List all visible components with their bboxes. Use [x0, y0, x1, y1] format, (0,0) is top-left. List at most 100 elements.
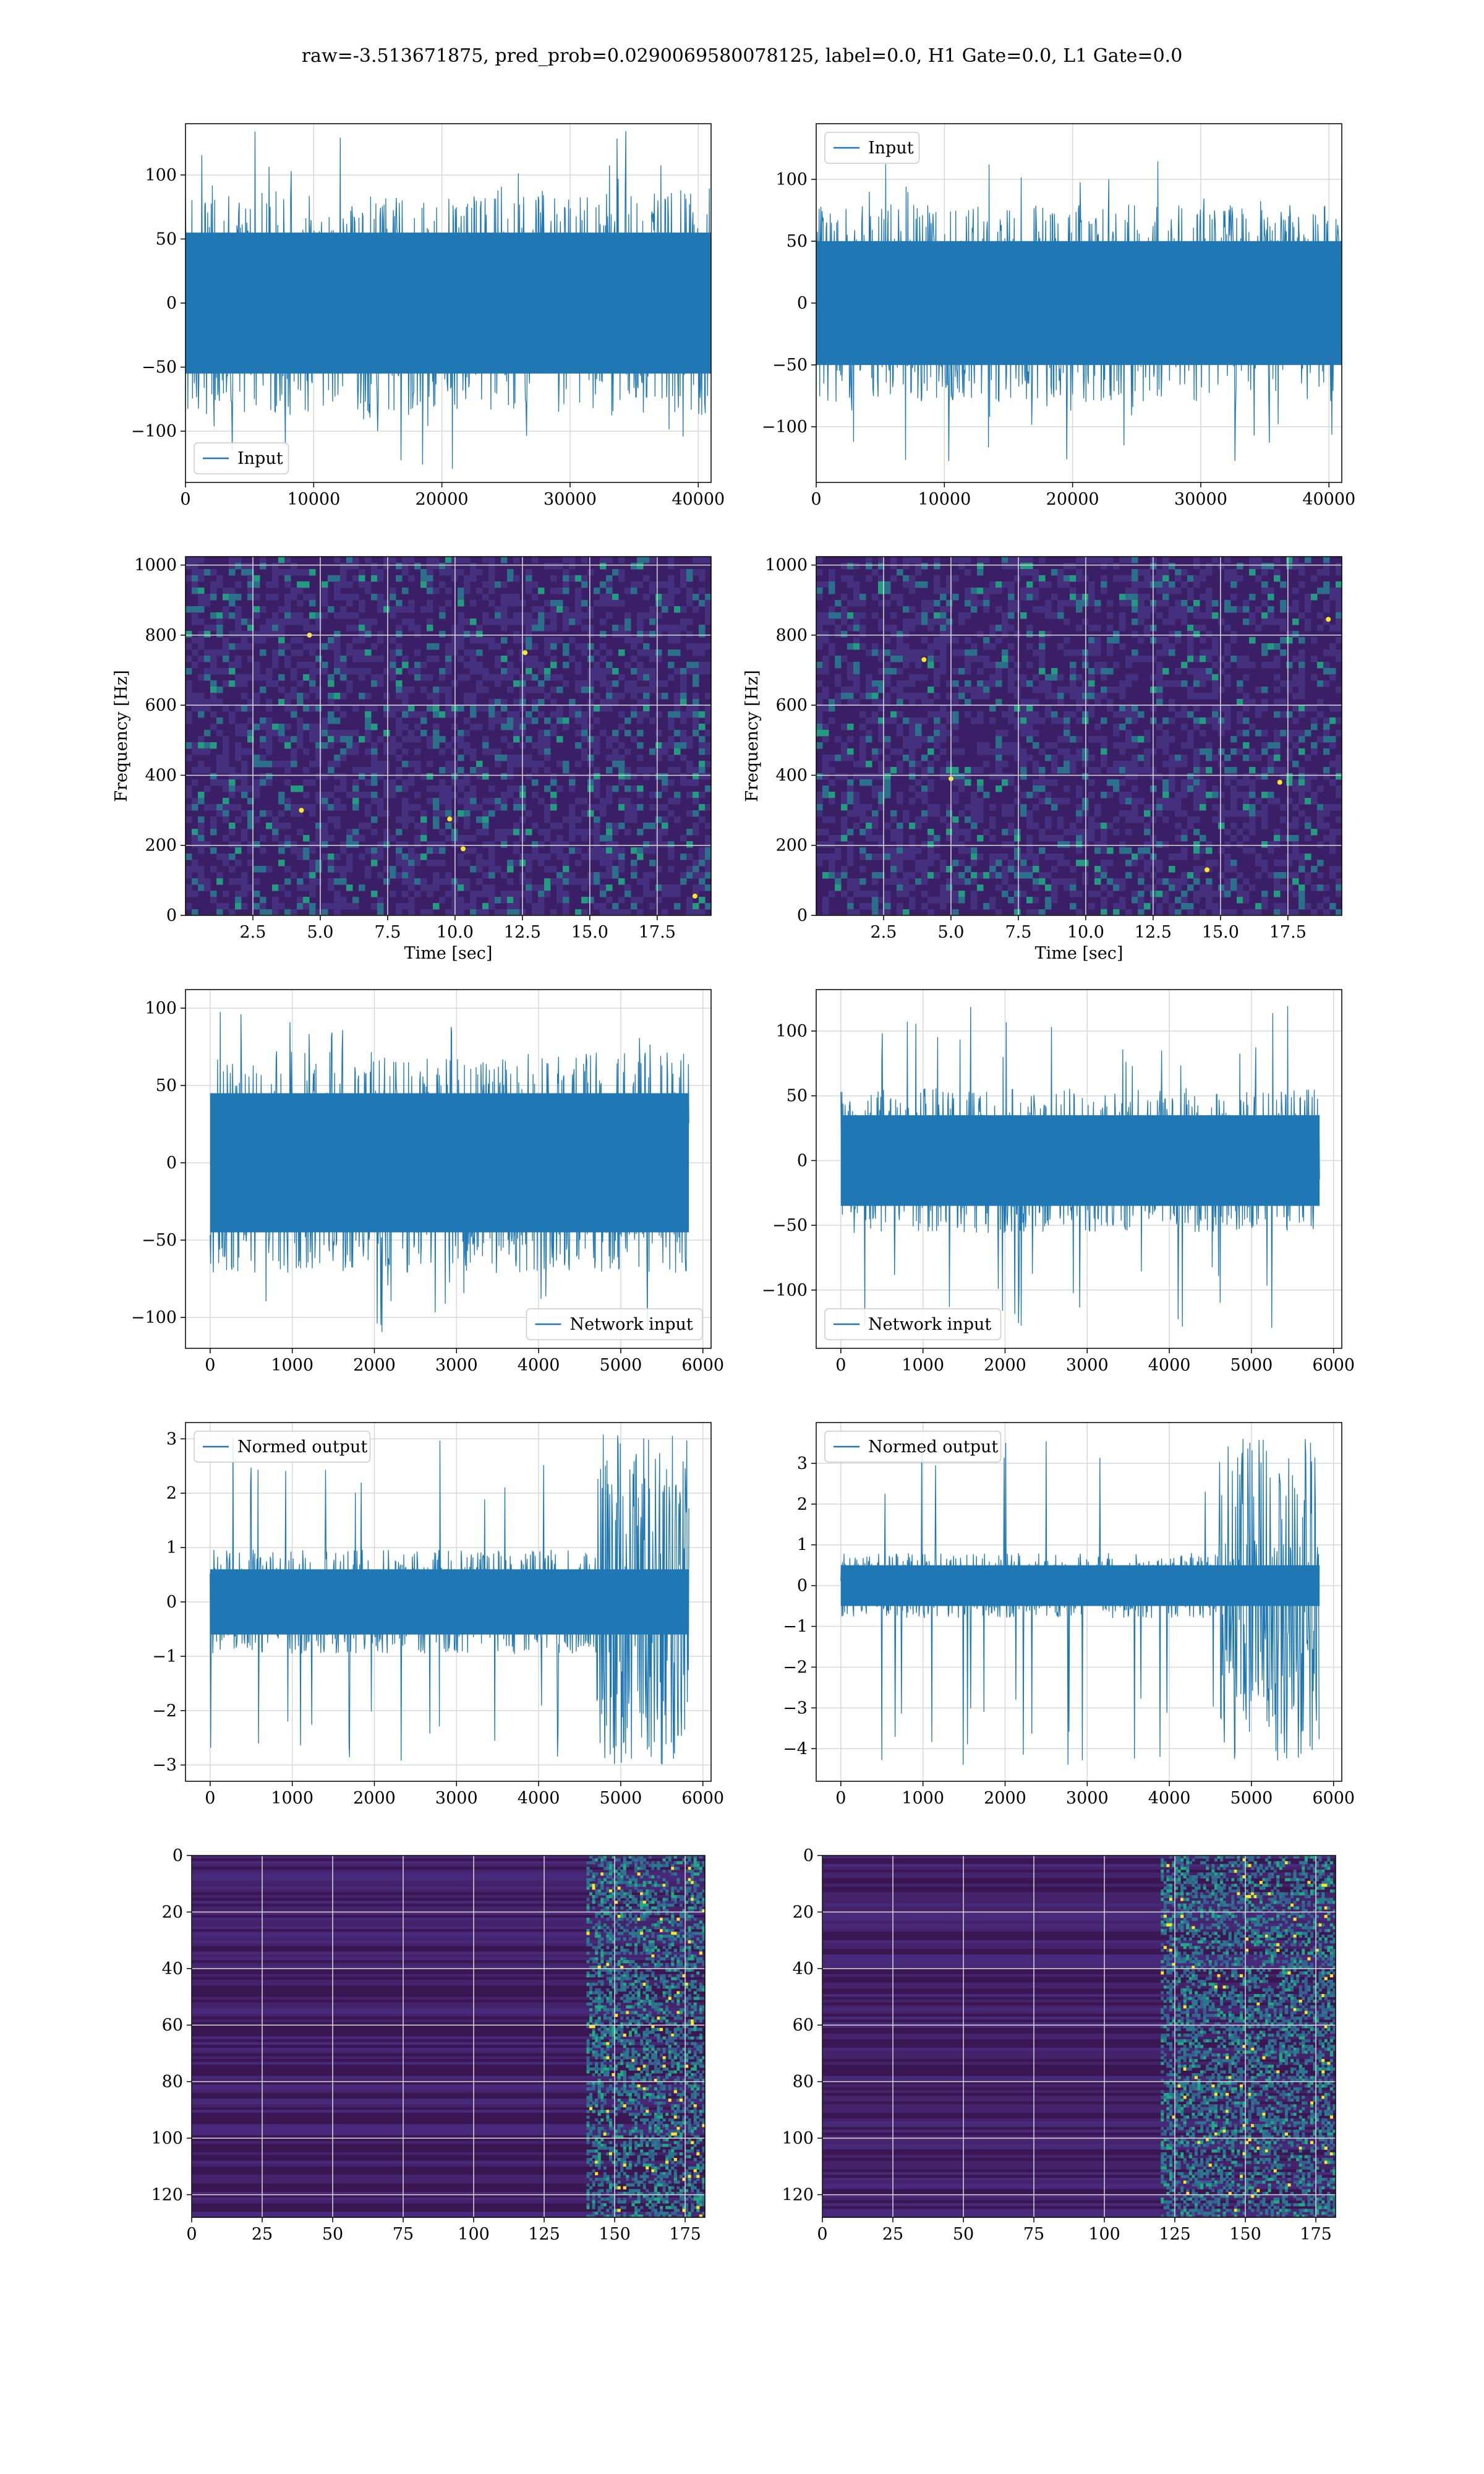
spectrogram-cell	[1002, 854, 1009, 860]
spectrogram-cell	[903, 854, 910, 860]
spectrogram-cell	[1268, 662, 1274, 669]
spectrogram-cell	[1076, 717, 1083, 724]
spectrogram-cell	[829, 717, 835, 724]
spectrogram-cell	[334, 816, 341, 823]
spectrogram-cell	[328, 816, 335, 823]
spectrogram-cell	[581, 748, 588, 755]
spectrogram-cell	[940, 618, 947, 625]
spectrogram-cell	[686, 854, 693, 860]
spectrogram-cell	[433, 699, 440, 706]
spectrogram-cell	[637, 674, 644, 681]
spectrogram-cell	[1181, 755, 1188, 761]
spectrogram-cell	[266, 742, 273, 749]
spectrogram-cell	[872, 785, 879, 792]
spectrogram-cell	[396, 773, 403, 780]
spectrogram-cell	[977, 600, 984, 607]
spectrogram-cell	[618, 569, 625, 576]
feature-row	[192, 1872, 705, 1876]
spectrogram-cell	[915, 618, 922, 625]
spectrogram-cell	[482, 557, 489, 563]
spectrogram-cell	[934, 835, 940, 842]
spectrogram-cell	[1076, 693, 1083, 700]
spectrogram-cell	[847, 829, 854, 836]
spectrogram-cell	[550, 841, 557, 848]
spectrogram-cell	[346, 903, 353, 910]
spectrogram-cell	[655, 730, 662, 737]
spectrogram-cell	[563, 717, 569, 724]
spectrogram-cell	[297, 903, 304, 910]
spectrogram-cell	[309, 625, 316, 631]
spectrogram-cell	[334, 705, 341, 712]
spectrogram-cell	[859, 711, 866, 718]
spectrogram-cell	[1045, 606, 1052, 613]
spectrogram-cell	[297, 736, 304, 743]
spectrogram-cell	[1243, 804, 1250, 811]
feature-row	[192, 1903, 705, 1907]
spectrogram-cell	[878, 897, 885, 904]
spectrogram-cell	[1280, 872, 1287, 879]
spectrogram-cell	[575, 909, 582, 915]
spectrogram-cell	[1070, 575, 1077, 582]
spectrogram-cell	[1261, 581, 1268, 588]
spectrogram-cell	[1039, 557, 1046, 563]
spectrogram-cell	[903, 662, 910, 669]
spectrogram-cell	[971, 903, 978, 910]
feature-row	[192, 1889, 705, 1893]
spectrogram-cell	[853, 687, 860, 693]
spectrogram-cell	[612, 872, 619, 879]
spectrogram-cell	[668, 631, 675, 638]
spectrogram-cell	[921, 736, 928, 743]
spectrogram-cell	[612, 625, 619, 631]
legend-box	[194, 1431, 371, 1463]
spectrogram-cell	[606, 742, 613, 749]
spectrogram-cell	[686, 569, 693, 576]
spectrogram-cell	[655, 594, 662, 601]
spectrogram-cell	[884, 699, 891, 706]
spectrogram-cell	[977, 711, 984, 718]
spectrogram-cell	[1175, 588, 1182, 594]
spectrogram-cell	[1261, 816, 1268, 823]
spectrogram-cell	[829, 699, 835, 706]
spectrogram-cell	[254, 779, 260, 786]
spectrogram-cell	[996, 860, 1002, 867]
spectrogram-cell	[1317, 810, 1324, 817]
spectrogram-cell	[1057, 699, 1064, 706]
spectrogram-cell	[284, 866, 291, 873]
spectrogram-cell	[989, 631, 996, 638]
spectrogram-cell	[563, 816, 569, 823]
feature-row	[192, 1946, 705, 1950]
spectrogram-cell	[612, 730, 619, 737]
spectrogram-cell	[241, 761, 248, 768]
spectrogram-cell	[835, 755, 842, 761]
spectrogram-cell	[581, 643, 588, 650]
spectrogram-cell	[1138, 569, 1145, 576]
spectrogram-cell	[427, 773, 433, 780]
spectrogram-cell	[371, 847, 378, 854]
spectrogram-cell	[958, 785, 965, 792]
spectrogram-cell	[606, 736, 613, 743]
x-tick-label: 6000	[1312, 1356, 1355, 1375]
spectrogram-cell	[260, 897, 267, 904]
spectrogram-cell	[526, 637, 532, 644]
spectrogram-cell	[340, 662, 347, 669]
spectrogram-cell	[897, 748, 903, 755]
spectrogram-cell	[662, 581, 668, 588]
spectrogram-cell	[439, 792, 446, 798]
spectrogram-cell	[1181, 835, 1188, 842]
spectrogram-cell	[260, 563, 267, 570]
spectrogram-cell	[254, 792, 260, 798]
x-tick-label: 0	[835, 1356, 846, 1375]
spectrogram-cell	[878, 588, 885, 594]
spectrogram-cell	[1261, 618, 1268, 625]
spectrogram-cell	[859, 816, 866, 823]
spectrogram-cell	[352, 637, 359, 644]
spectrogram-cell	[488, 841, 495, 848]
spectrogram-cell	[235, 804, 242, 811]
spectrogram-cell	[507, 711, 514, 718]
spectrogram-cell	[458, 600, 464, 607]
spectrogram-cell	[1181, 724, 1188, 730]
spectrogram-cell	[847, 798, 854, 805]
spectrogram-cell	[1298, 897, 1305, 904]
spectrogram-cell	[1329, 594, 1336, 601]
spectrogram-cell	[297, 680, 304, 687]
